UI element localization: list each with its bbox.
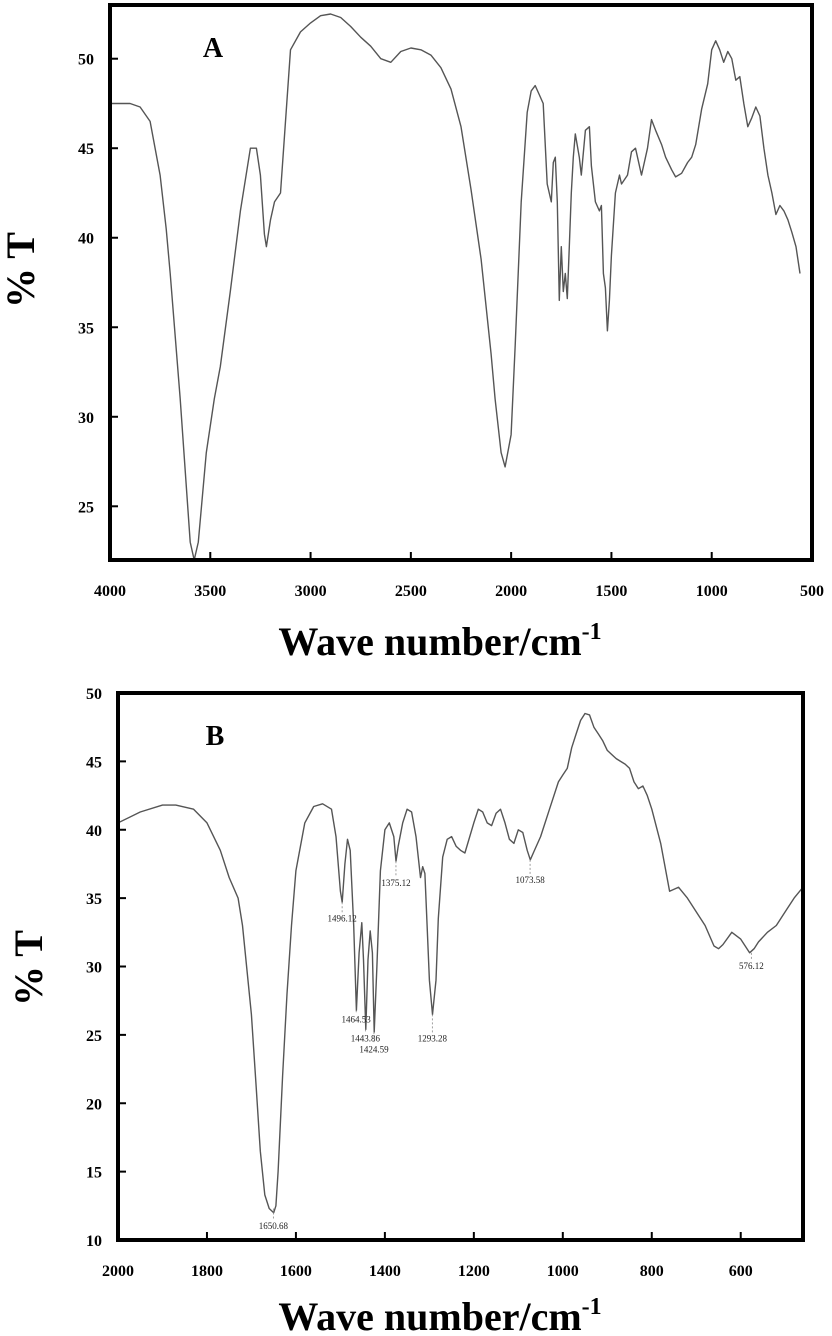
x-tick-label: 3500 [194, 583, 226, 600]
peak-label: 1424.59 [359, 1045, 389, 1055]
y-tick-label: 25 [86, 1028, 102, 1045]
y-tick-label: 45 [86, 754, 102, 771]
x-axis-title-text: Wave number/cm [278, 619, 581, 664]
panel-label: B [206, 721, 225, 752]
y-tick-label: 40 [78, 231, 94, 248]
x-tick-label: 1000 [547, 1263, 579, 1280]
x-tick-label: 1200 [458, 1263, 490, 1280]
peak-label: 1496.12 [328, 913, 357, 923]
y-tick-label: 10 [86, 1233, 102, 1250]
x-axis-title-text: Wave number/cm [278, 1294, 581, 1336]
spectrum-line [110, 13, 801, 560]
peak-label: 1293.28 [418, 1034, 448, 1044]
peak-label: 1443.86 [351, 1034, 381, 1044]
y-tick-label: 50 [86, 686, 102, 703]
x-tick-label: 1000 [696, 583, 728, 600]
peak-label: 1375.12 [381, 878, 410, 888]
chart-panel-b: 2000 1800 1600 1400 1200 1000 800 600 10 15 20 25 30… [6, 686, 805, 1336]
x-tick-label: 800 [640, 1263, 664, 1280]
x-tick-label: 1400 [369, 1263, 401, 1280]
x-tick-label: 600 [729, 1263, 753, 1280]
y-tick-label: 30 [78, 410, 94, 427]
y-tick-label: 35 [86, 891, 102, 908]
y-tick-label: 25 [78, 499, 94, 516]
plot-frame [116, 691, 805, 1242]
y-tick-label: 40 [86, 823, 102, 840]
x-tick-label: 2500 [395, 583, 427, 600]
x-tick-label: 2000 [495, 583, 527, 600]
y-tick-label: 45 [78, 141, 94, 158]
peak-label: 1650.68 [259, 1221, 289, 1231]
spectrum-line [118, 712, 803, 1214]
panel-label: A [203, 33, 224, 64]
x-tick-label: 3000 [295, 583, 327, 600]
y-tick-label: 30 [86, 960, 102, 977]
peak-label: 1073.58 [515, 875, 545, 885]
y-axis-title: % T [6, 930, 51, 1006]
y-tick-label: 50 [78, 52, 94, 69]
x-axis-title-superscript: -1 [582, 1294, 602, 1320]
y-axis-title: % T [0, 232, 43, 308]
x-tick-label: 2000 [102, 1263, 134, 1280]
x-tick-label: 1800 [191, 1263, 223, 1280]
plot-frame [108, 3, 814, 562]
chart-panel-a: 4000 3500 3000 2500 2000 1500 1000 500 25 30 35 40 4… [0, 3, 824, 664]
y-tick-label: 20 [86, 1096, 102, 1113]
x-tick-label: 4000 [94, 583, 126, 600]
peak-label: 1464.53 [342, 1015, 372, 1025]
x-tick-label: 500 [800, 583, 824, 600]
x-tick-label: 1600 [280, 1263, 312, 1280]
x-axis-title: Wave number/cm-1 [278, 1294, 601, 1336]
y-tick-label: 35 [78, 320, 94, 337]
x-axis-title: Wave number/cm-1 [278, 619, 601, 664]
y-tick-label: 15 [86, 1165, 102, 1182]
x-tick-label: 1500 [595, 583, 627, 600]
peak-label: 576.12 [739, 961, 764, 971]
x-axis-title-superscript: -1 [582, 619, 602, 645]
